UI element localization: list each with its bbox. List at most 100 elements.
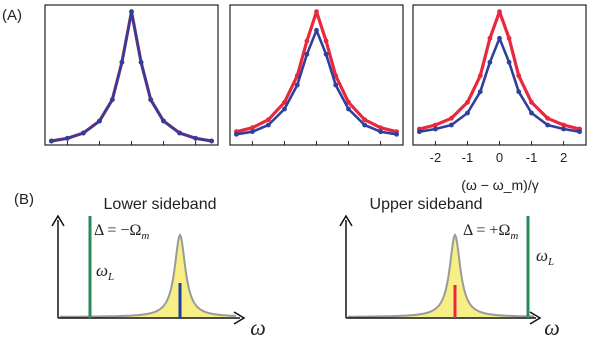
plot-2-series-1-point	[323, 38, 329, 44]
plot-2-series-2-point	[250, 129, 255, 135]
plot-a3-series	[417, 9, 582, 135]
lower-detuning-label: Δ = −Ωm	[94, 222, 149, 242]
plot-3-series-1-point	[529, 99, 534, 105]
plot-3-series-1-point	[477, 73, 483, 79]
plot-3-series-2-point	[506, 59, 512, 65]
diagram-upper-title: Upper sideband	[370, 196, 483, 213]
plot-3-tick-label: 2	[560, 150, 567, 165]
plot-3-series-1-point	[433, 122, 438, 128]
plot-3-series-2-point	[449, 122, 454, 128]
lower-laser-text: ω	[96, 261, 108, 280]
panel-b-label: (B)	[14, 191, 34, 208]
plot-1-series-2-point	[119, 59, 125, 65]
plot-2-series-1-point	[304, 38, 310, 44]
plot-a3-tick-labels: -2 -1 0 -1 2	[430, 150, 568, 165]
plot-a1-series	[49, 9, 215, 144]
plot-2-series-2-point	[282, 106, 287, 112]
plot-3-tick-label: -1	[526, 150, 538, 165]
plot-1-series-2-point	[81, 130, 86, 136]
plot-2-series-2-point	[304, 51, 310, 57]
lower-laser-sub: L	[107, 271, 114, 283]
plot-a2-ticks	[251, 141, 382, 145]
plot-2-series-1-point	[250, 125, 255, 131]
plot-1-series-2-point	[109, 97, 115, 103]
plot-3-series-1-point	[561, 122, 566, 128]
plot-2-series-1-point	[266, 117, 271, 123]
plot-3-series-1-line	[419, 10, 580, 131]
plot-2-series-2-point	[323, 51, 329, 57]
plot-1-series-2-point	[209, 138, 215, 144]
plot-2-series-1-point	[362, 117, 367, 123]
plot-a2-frame	[229, 4, 404, 146]
plot-2-series-1-point	[314, 9, 319, 15]
upper-y-axis-arrow	[339, 214, 353, 227]
lower-laser-label: ωL	[96, 261, 114, 283]
plot-3-series-2-point	[529, 110, 534, 116]
plot-3-series-2-point	[417, 129, 422, 135]
upper-detuning-label: Δ = +Ωm	[463, 222, 518, 242]
plot-3-series-1-point	[516, 73, 522, 79]
plot-2-series-2-point	[333, 82, 339, 88]
plot-a2-series	[234, 9, 399, 137]
plot-3-series-2-point	[465, 110, 470, 116]
lower-resonance-fill	[60, 235, 236, 317]
plot-1-series-2-point	[177, 130, 183, 136]
lower-detuning-text: Δ = −Ω	[94, 222, 141, 239]
plot-a1-ticks	[66, 141, 197, 145]
upper-laser-sub: L	[547, 256, 554, 268]
plot-a3: -2 -1 0 -1 2	[412, 4, 587, 165]
lower-detuning-sub: m	[141, 230, 149, 242]
upper-x-axis-arrow	[529, 311, 542, 325]
plot-3-tick-label: -2	[430, 150, 442, 165]
upper-laser-text: ω	[536, 246, 548, 265]
plot-2-series-1-point	[378, 125, 383, 131]
plot-1-series-2-point	[193, 135, 199, 141]
plot-3-series-2-point	[516, 89, 522, 95]
upper-resonance-curve	[348, 232, 534, 318]
plot-a3-ticks	[434, 141, 565, 145]
plot-1-series-2-line	[51, 10, 212, 143]
plot-1-series-2-point	[161, 118, 166, 124]
plot-a1	[44, 4, 219, 146]
plot-a3-xlabel: (ω − ω_m)/γ	[461, 177, 538, 193]
upper-omega-axis-label: ω	[544, 315, 560, 340]
upper-laser-label: ωL	[536, 246, 554, 268]
plot-3-series-1-point	[465, 99, 470, 105]
plot-3-series-1-point	[545, 115, 550, 121]
plot-2-series-2-point	[346, 106, 351, 112]
plot-2-series-1-point	[282, 99, 287, 105]
plot-3-series-2-line	[419, 36, 580, 133]
lower-omega-axis-label: ω	[250, 315, 266, 340]
upper-detuning-text: Δ = +Ω	[463, 222, 510, 239]
plot-3-series-2-point	[487, 59, 493, 65]
plot-3-series-1-point	[506, 35, 512, 41]
upper-resonance-fill	[348, 235, 534, 317]
plot-1-series-2-point	[129, 9, 134, 15]
plot-1-series-2-point	[138, 59, 144, 65]
lower-y-axis-arrow	[51, 214, 65, 227]
plot-2-series-2-point	[314, 27, 319, 33]
plot-2-series-2-point	[294, 82, 300, 88]
plot-3-series-1-point	[487, 35, 493, 41]
plot-3-series-2-point	[577, 129, 582, 135]
plot-3-series-2-point	[561, 126, 566, 132]
plot-1-series-2-point	[65, 135, 70, 141]
diagram-lower-sideband: Lower sideband Δ = −Ωm ωL ω	[51, 196, 266, 340]
plot-2-series-1-point	[346, 99, 351, 105]
plot-3-series-2-point	[477, 89, 483, 95]
plot-3-tick-label: -1	[462, 150, 474, 165]
plot-1-series-2-point	[97, 118, 102, 124]
plot-2-series-2-point	[394, 131, 399, 137]
upper-detuning-sub: m	[510, 230, 518, 242]
plot-2-series-2-point	[266, 122, 271, 128]
lower-x-axis-arrow	[233, 311, 246, 325]
plot-1-series-1-line	[51, 10, 212, 143]
lower-resonance-curve	[60, 232, 236, 318]
plot-a1-frame	[44, 4, 219, 146]
plot-3-tick-label: 0	[496, 150, 503, 165]
plot-2-series-2-point	[362, 122, 367, 128]
plot-1-series-2-point	[49, 138, 54, 144]
diagram-lower-title: Lower sideband	[104, 196, 217, 213]
plot-3-series-2-point	[497, 35, 502, 41]
plot-3-series-2-point	[545, 122, 550, 128]
